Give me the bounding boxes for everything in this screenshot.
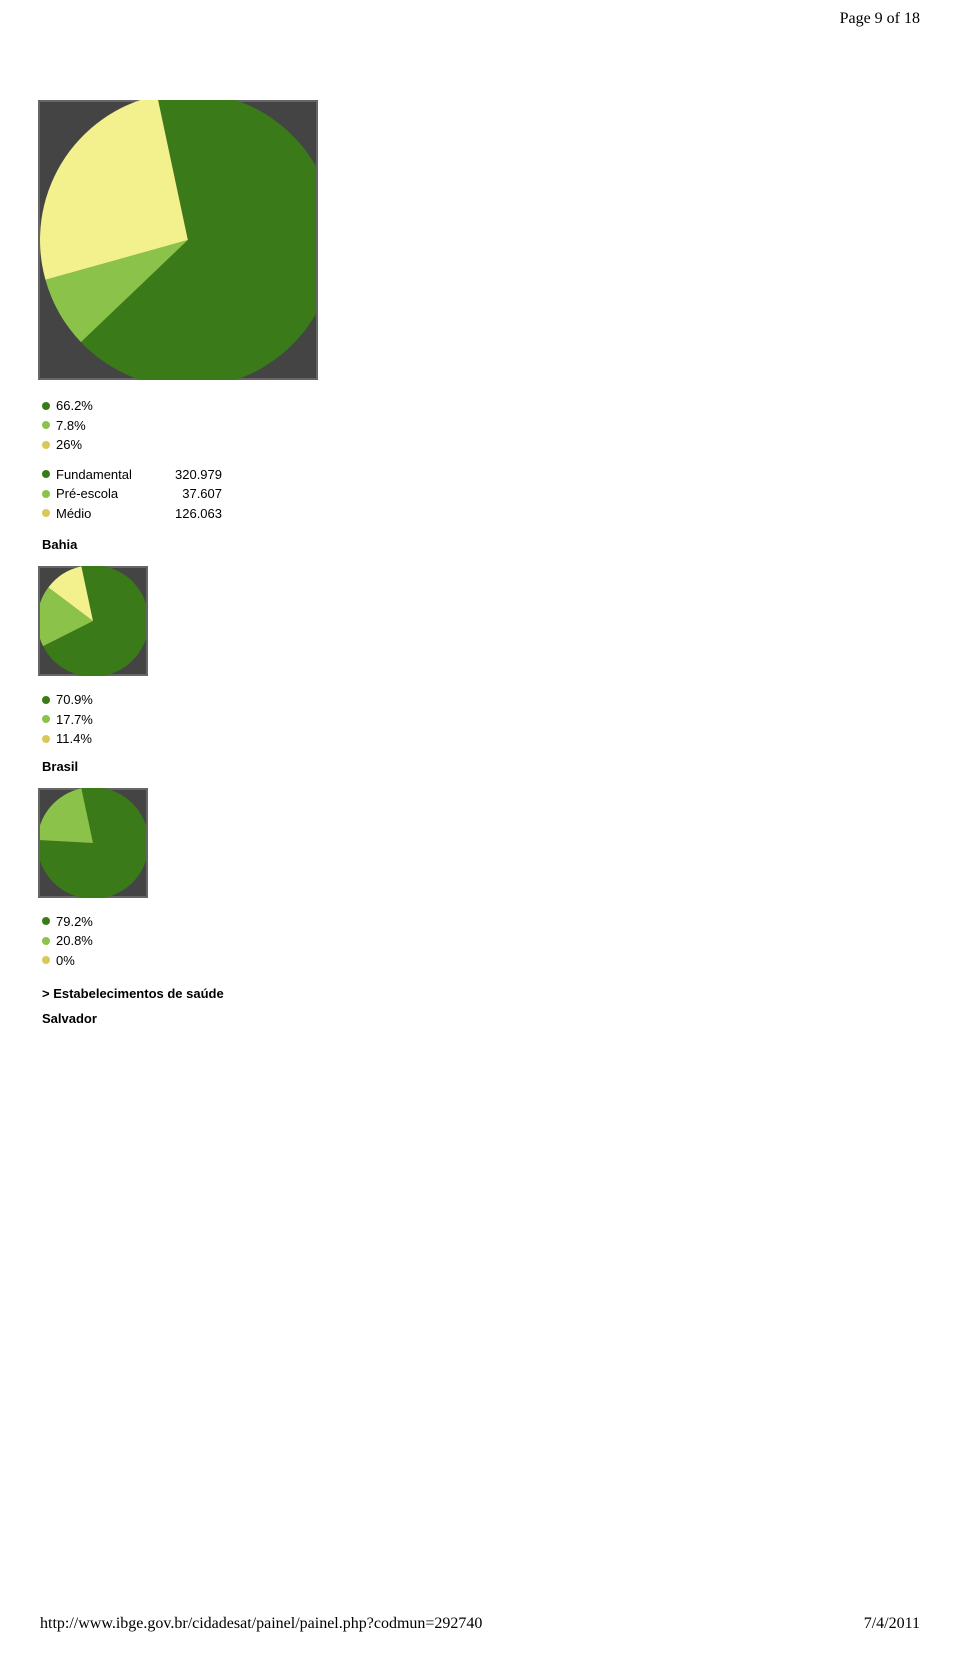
legend-item: 26% <box>42 435 960 455</box>
bullet-icon <box>42 735 50 743</box>
bullet-icon <box>42 441 50 449</box>
table-row: Médio 126.063 <box>42 504 960 524</box>
legend-item: 0% <box>42 951 960 971</box>
bullet-icon <box>42 715 50 723</box>
section-title-salvador: Salvador <box>42 1011 960 1026</box>
chart-bahia <box>38 566 148 676</box>
section-title-bahia: Bahia <box>42 537 960 552</box>
page-number: Page 9 of 18 <box>840 10 920 28</box>
bullet-icon <box>42 917 50 925</box>
legend-salvador-values: Fundamental 320.979 Pré-escola 37.607 Mé… <box>42 465 960 524</box>
legend-item: 11.4% <box>42 729 960 749</box>
legend-label: 70.9% <box>56 690 93 710</box>
row-label: Pré-escola <box>56 484 156 504</box>
legend-label: 0% <box>56 951 75 971</box>
section-title-brasil: Brasil <box>42 759 960 774</box>
legend-item: 7.8% <box>42 416 960 436</box>
chart-brasil <box>38 788 148 898</box>
row-label: Fundamental <box>56 465 156 485</box>
legend-label: 20.8% <box>56 931 93 951</box>
row-label: Médio <box>56 504 156 524</box>
main-content: 66.2% 7.8% 26% Fundamental 320.979 Pré-e… <box>0 0 960 1026</box>
legend-item: 70.9% <box>42 690 960 710</box>
bullet-icon <box>42 509 50 517</box>
pie-chart-brasil <box>40 788 146 898</box>
table-row: Fundamental 320.979 <box>42 465 960 485</box>
bullet-icon <box>42 421 50 429</box>
footer-date: 7/4/2011 <box>864 1615 920 1633</box>
pie-chart-salvador <box>40 100 316 380</box>
section-link-estabelecimentos[interactable]: > Estabelecimentos de saúde <box>42 986 960 1001</box>
legend-brasil-percent: 79.2% 20.8% 0% <box>42 912 960 971</box>
legend-item: 79.2% <box>42 912 960 932</box>
bullet-icon <box>42 490 50 498</box>
footer-url: http://www.ibge.gov.br/cidadesat/painel/… <box>40 1615 482 1633</box>
bullet-icon <box>42 937 50 945</box>
legend-item: 66.2% <box>42 396 960 416</box>
pie-chart-bahia <box>40 566 146 676</box>
bullet-icon <box>42 402 50 410</box>
bullet-icon <box>42 470 50 478</box>
row-value: 37.607 <box>162 484 222 504</box>
bullet-icon <box>42 696 50 704</box>
row-value: 126.063 <box>162 504 222 524</box>
legend-label: 17.7% <box>56 710 93 730</box>
legend-label: 66.2% <box>56 396 93 416</box>
bullet-icon <box>42 956 50 964</box>
legend-label: 79.2% <box>56 912 93 932</box>
legend-item: 17.7% <box>42 710 960 730</box>
legend-item: 20.8% <box>42 931 960 951</box>
legend-label: 26% <box>56 435 82 455</box>
chart-salvador <box>38 100 318 380</box>
legend-bahia-percent: 70.9% 17.7% 11.4% <box>42 690 960 749</box>
table-row: Pré-escola 37.607 <box>42 484 960 504</box>
row-value: 320.979 <box>162 465 222 485</box>
legend-salvador-percent: 66.2% 7.8% 26% <box>42 396 960 455</box>
legend-label: 11.4% <box>56 729 92 749</box>
legend-label: 7.8% <box>56 416 86 436</box>
